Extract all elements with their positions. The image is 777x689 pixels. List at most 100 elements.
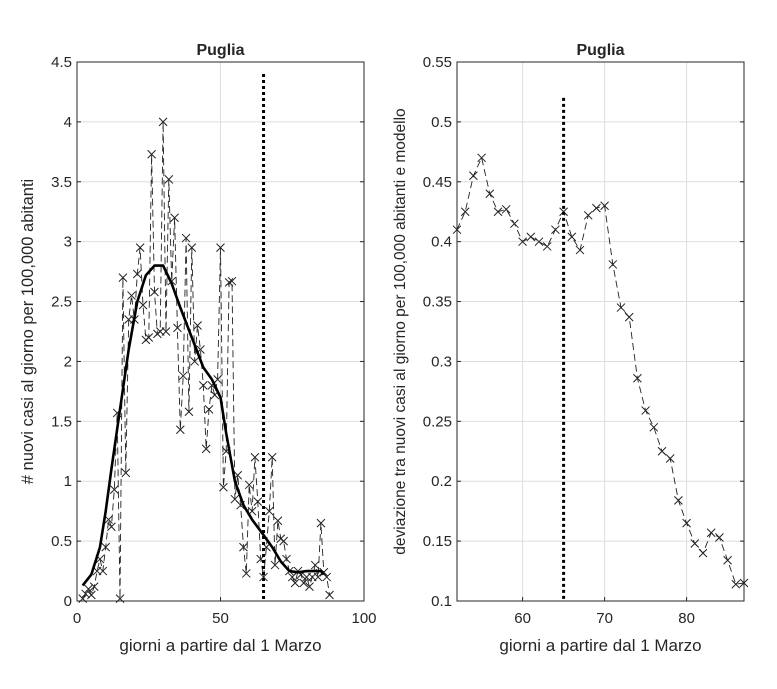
y-tick-label: 0.55 — [423, 54, 452, 71]
data-point — [641, 406, 650, 415]
x-tick-label: 80 — [678, 610, 695, 627]
y-tick-label: 2.5 — [51, 294, 72, 311]
data-point — [542, 242, 552, 251]
data-point — [244, 480, 254, 490]
data-point — [109, 485, 119, 494]
y-tick-label: 1 — [64, 473, 72, 490]
chart-title: Puglia — [576, 42, 624, 59]
data-point — [190, 357, 200, 366]
data-point — [184, 407, 194, 417]
data-point — [600, 201, 609, 211]
series-line-deviazione — [456, 156, 745, 585]
data-point — [89, 582, 99, 591]
data-point — [592, 203, 601, 213]
data-point — [78, 594, 88, 603]
data-point — [127, 291, 136, 300]
data-point — [282, 554, 291, 564]
data-point — [493, 207, 503, 217]
y-tick-label: 0.1 — [431, 593, 452, 610]
data-point — [198, 381, 208, 390]
y-tick-label: 3 — [64, 234, 72, 251]
chart-title: Puglia — [196, 42, 244, 59]
data-point — [624, 312, 634, 322]
data-point — [665, 454, 675, 463]
y-tick-label: 0.15 — [423, 533, 452, 550]
data-point — [264, 506, 274, 516]
axes-box — [456, 61, 745, 602]
data-point — [316, 518, 326, 528]
data-point — [138, 300, 148, 310]
data-point — [187, 243, 197, 253]
data-point — [115, 594, 125, 603]
data-point — [84, 584, 93, 594]
data-point — [224, 278, 234, 287]
data-point — [583, 210, 593, 220]
data-point — [227, 276, 237, 286]
data-point — [259, 572, 268, 582]
data-point — [135, 243, 145, 253]
y-tick-label: 0.5 — [431, 114, 452, 131]
data-point — [469, 171, 478, 181]
x-axis-label: giorni a partire dal 1 Marzo — [119, 636, 321, 655]
data-point — [690, 539, 700, 548]
data-point — [485, 189, 495, 199]
data-point — [510, 219, 519, 229]
data-point — [158, 117, 168, 127]
data-point — [706, 528, 716, 538]
y-tick-label: 0.25 — [423, 413, 452, 430]
data-point — [178, 371, 188, 381]
data-point — [567, 232, 577, 242]
y-tick-label: 0.2 — [431, 473, 452, 490]
y-tick-label: 3.5 — [51, 174, 72, 191]
data-point — [739, 578, 749, 588]
axes-2: 60 70 80 0.1 0.15 0.2 0.25 0.3 0.35 0.4 0.45 0.5 0.5… — [392, 42, 749, 655]
y-axis-label: # nuovi casi al giorno per 100,000 abita… — [19, 179, 37, 484]
data-point — [299, 578, 309, 588]
data-point — [144, 333, 154, 342]
data-point — [723, 555, 732, 565]
y-tick-label: 2 — [64, 353, 72, 370]
x-axis-label: giorni a partire dal 1 Marzo — [499, 636, 701, 655]
data-point — [608, 260, 618, 269]
x-tick-label: 60 — [514, 610, 531, 627]
data-point — [161, 327, 171, 336]
data-point — [132, 269, 142, 279]
data-point — [313, 572, 323, 582]
data-point — [219, 482, 228, 492]
data-point — [170, 213, 179, 223]
data-point — [501, 204, 511, 214]
data-point — [682, 518, 691, 528]
data-point — [698, 548, 708, 558]
x-tick-label: 70 — [596, 610, 613, 627]
y-tick-label: 1.5 — [51, 413, 72, 430]
data-point — [216, 243, 225, 253]
series-line-dati — [82, 121, 331, 599]
data-point — [477, 153, 486, 163]
data-point — [86, 590, 96, 600]
data-point — [460, 207, 470, 217]
data-point — [239, 542, 248, 552]
data-point — [305, 582, 314, 591]
data-point — [551, 225, 560, 235]
data-point — [575, 245, 585, 255]
data-point — [98, 566, 108, 576]
data-point — [181, 233, 191, 243]
x-tick-label: 50 — [212, 610, 229, 627]
data-point — [250, 452, 260, 462]
data-point — [731, 579, 741, 589]
y-tick-label: 0.45 — [423, 174, 452, 191]
data-point — [118, 273, 128, 282]
y-tick-label: 4.5 — [51, 54, 72, 71]
data-point — [674, 496, 683, 505]
data-point — [107, 522, 116, 532]
data-point — [534, 237, 544, 247]
data-point — [81, 589, 90, 599]
data-point — [101, 542, 111, 552]
series-line-modello — [81, 264, 325, 587]
y-tick-label: 0.4 — [431, 234, 452, 251]
data-point — [193, 321, 202, 330]
data-point — [290, 578, 300, 588]
x-tick-label: 0 — [73, 610, 81, 627]
data-point — [279, 536, 288, 546]
data-point — [559, 207, 568, 217]
